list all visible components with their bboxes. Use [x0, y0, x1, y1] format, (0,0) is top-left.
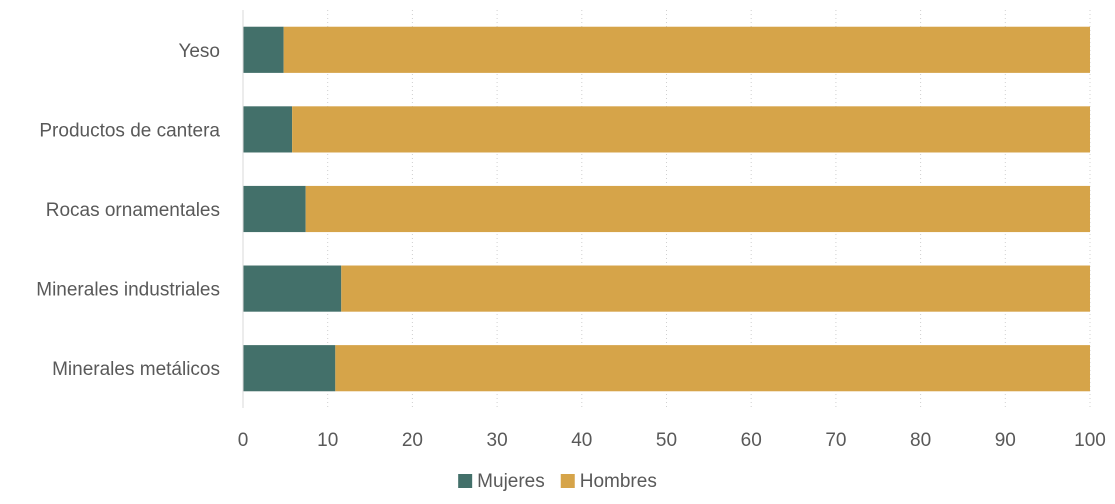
legend: Mujeres Hombres [458, 471, 657, 492]
category-label: Minerales industriales [36, 280, 220, 301]
x-tick-label: 30 [487, 430, 508, 451]
bar-mujeres [243, 185, 306, 233]
bar-hombres [283, 26, 1090, 73]
legend-label: Mujeres [477, 471, 545, 492]
legend-swatch-mujeres [458, 474, 473, 488]
bar-hombres [305, 185, 1091, 233]
category-label: Productos de cantera [39, 120, 220, 141]
bar-hombres [292, 106, 1091, 153]
bar-hombres [335, 345, 1090, 392]
bar-mujeres [243, 265, 342, 312]
x-tick-label: 90 [995, 430, 1016, 451]
x-tick-label: 0 [238, 430, 249, 451]
x-tick-label: 20 [402, 430, 423, 451]
category-label: Yeso [178, 41, 220, 62]
x-tick-label: 60 [741, 430, 762, 451]
bar-hombres [341, 265, 1090, 312]
x-tick-labels: 0 10 20 30 40 50 60 70 80 90 100 [238, 430, 1106, 451]
category-labels: Yeso Productos de cantera Rocas ornamental… [36, 41, 220, 380]
x-tick-label: 50 [656, 430, 677, 451]
legend-label: Hombres [580, 471, 657, 492]
x-tick-label: 100 [1074, 430, 1106, 451]
bar-mujeres [243, 345, 336, 392]
x-tick-label: 70 [825, 430, 846, 451]
x-tick-label: 80 [910, 430, 931, 451]
category-label: Minerales metálicos [52, 359, 220, 380]
x-tick-label: 10 [317, 430, 338, 451]
legend-swatch-hombres [560, 474, 575, 488]
category-label: Rocas ornamentales [46, 200, 220, 221]
x-tick-label: 40 [571, 430, 592, 451]
bar-mujeres [243, 26, 284, 73]
bars [243, 26, 1091, 392]
bar-mujeres [243, 106, 293, 153]
